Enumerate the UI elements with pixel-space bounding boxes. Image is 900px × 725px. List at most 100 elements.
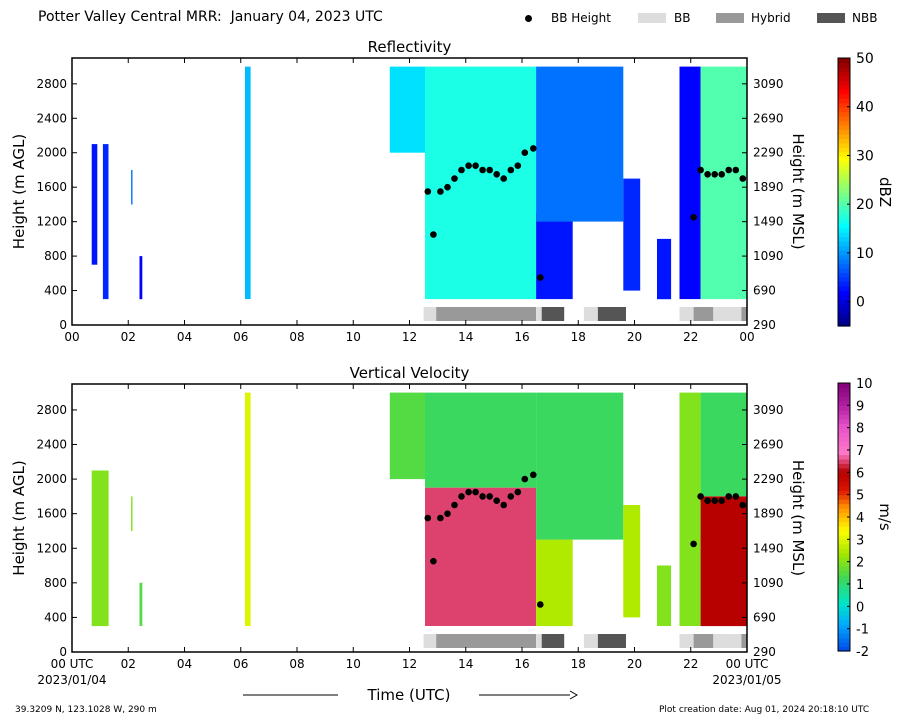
bb-height-point-15 <box>530 145 537 152</box>
y-tick-label-3: 1200 <box>36 215 67 229</box>
echo-region-9 <box>623 178 641 291</box>
bb-height-point-8 <box>479 166 486 174</box>
x-tick-label-5: 10 <box>346 657 361 671</box>
colorbar-band-21 <box>838 552 850 558</box>
colorbar-band-42 <box>838 133 850 139</box>
colorbar-tick-label-11: 9 <box>856 399 864 414</box>
bb-height-point-3 <box>444 510 451 517</box>
colorbar-band-16 <box>838 250 850 256</box>
colorbar-band-38 <box>838 476 850 482</box>
bb-height-point-1 <box>430 231 437 238</box>
y2-tick-label-7: 3090 <box>753 403 784 417</box>
echo-region-9 <box>623 505 641 618</box>
echo-region-7 <box>536 539 573 627</box>
colorbar-band-29 <box>838 192 850 198</box>
y2-tick-label-2: 1090 <box>753 249 784 263</box>
x-tick-label-4: 08 <box>289 657 304 671</box>
colorbar-tick-label-2: 20 <box>856 197 874 213</box>
colorbar-band-21 <box>838 227 850 233</box>
y2-tick-label-1: 690 <box>753 284 776 298</box>
colorbar-band-31 <box>838 183 850 189</box>
colorbar-band-5 <box>838 624 850 630</box>
x-tick-label-6: 12 <box>402 657 417 671</box>
x-tick-label-2: 04 <box>177 330 192 344</box>
bb-height-point-8 <box>479 493 486 500</box>
time-arrow-head <box>569 690 579 700</box>
colorbar-band-40 <box>838 467 850 473</box>
y-tick-label-1: 400 <box>44 610 67 624</box>
colorbar-band-33 <box>838 174 850 180</box>
bb-height-point-4 <box>451 175 458 182</box>
bb-height-point-16 <box>537 274 544 281</box>
bb-height-point-0 <box>424 514 432 522</box>
x-tick-label-8: 16 <box>514 657 529 671</box>
colorbar-band-28 <box>838 196 850 202</box>
colorbar-band-54 <box>838 405 850 411</box>
bb-type-segment-1 <box>436 307 536 321</box>
colorbar-band-3 <box>838 633 850 639</box>
x-tick-label-9: 18 <box>571 330 586 344</box>
bb-height-point-23 <box>732 493 740 500</box>
bb-height-point-12 <box>507 166 515 174</box>
panel-title: Reflectivity <box>368 38 452 56</box>
legend-hybrid-swatch <box>716 13 744 23</box>
bb-height-point-11 <box>500 501 508 509</box>
colorbar-band-14 <box>838 259 850 265</box>
bb-type-segment-0 <box>423 307 437 321</box>
colorbar-band-52 <box>838 89 850 95</box>
x-tick-label-0: 00 UTC <box>51 657 94 671</box>
bb-height-point-16 <box>537 601 544 608</box>
vertical-velocity-panel: Vertical Velocity 0 400 800 1200 1600 2000 2400… <box>10 364 807 704</box>
y-tick-label-6: 2400 <box>36 438 67 452</box>
colorbar-band-36 <box>838 160 850 166</box>
colorbar-band-30 <box>838 512 850 518</box>
colorbar-band-17 <box>838 570 850 576</box>
echo-region-4 <box>245 66 251 300</box>
echo-region-12 <box>700 66 747 300</box>
colorbar-band-12 <box>838 592 850 598</box>
colorbar-tick-label-0: 0 <box>856 295 865 311</box>
start-date-label: 2023/01/04 <box>37 673 106 687</box>
bb-height-point-22 <box>725 166 732 174</box>
x-tick-label-12: 00 UTC <box>726 657 769 671</box>
colorbar-band-49 <box>838 427 850 433</box>
bb-type-segment-6 <box>679 307 694 321</box>
echo-region-5 <box>389 66 425 153</box>
echo-region-6 <box>425 487 537 626</box>
colorbar-label: dBZ <box>876 177 894 207</box>
x-tick-label-10: 20 <box>627 330 642 344</box>
x-tick-label-10: 20 <box>627 657 642 671</box>
x-tick-label-3: 06 <box>233 657 248 671</box>
colorbar-tick-label-4: 2 <box>856 556 864 571</box>
colorbar-band-46 <box>838 441 850 447</box>
colorbar-band-26 <box>838 530 850 536</box>
echo-region-7 <box>536 213 573 300</box>
bb-type-segment-8 <box>713 307 728 321</box>
colorbar-band-42 <box>838 458 850 464</box>
y-tick-label-6: 2400 <box>36 111 67 125</box>
colorbar-band-13 <box>838 588 850 594</box>
bb-height-point-20 <box>711 171 718 178</box>
colorbar-band-22 <box>838 223 850 229</box>
x-tick-label-6: 12 <box>402 330 417 344</box>
bb-type-segment-0 <box>423 634 437 648</box>
x-tick-label-11: 22 <box>683 657 698 671</box>
echo-region-3 <box>139 256 143 300</box>
colorbar-tick-label-10: 8 <box>856 422 864 437</box>
bb-height-point-24 <box>739 501 747 509</box>
colorbar-band-43 <box>838 129 850 135</box>
colorbar-band-40 <box>838 142 850 148</box>
colorbar-band-13 <box>838 263 850 269</box>
echo-region-10 <box>657 565 672 626</box>
bb-height-point-18 <box>697 166 704 174</box>
colorbar-band-51 <box>838 93 850 99</box>
y-tick-label-0: 0 <box>59 645 67 659</box>
colorbar-band-37 <box>838 481 850 487</box>
colorbar-band-5 <box>838 299 850 305</box>
colorbar-band-2 <box>838 312 850 318</box>
colorbar-band-4 <box>838 628 850 634</box>
colorbar-band-44 <box>838 450 850 456</box>
colorbar-band-30 <box>838 187 850 193</box>
bb-type-segment-7 <box>693 307 714 321</box>
end-date-label: 2023/01/05 <box>712 673 781 687</box>
